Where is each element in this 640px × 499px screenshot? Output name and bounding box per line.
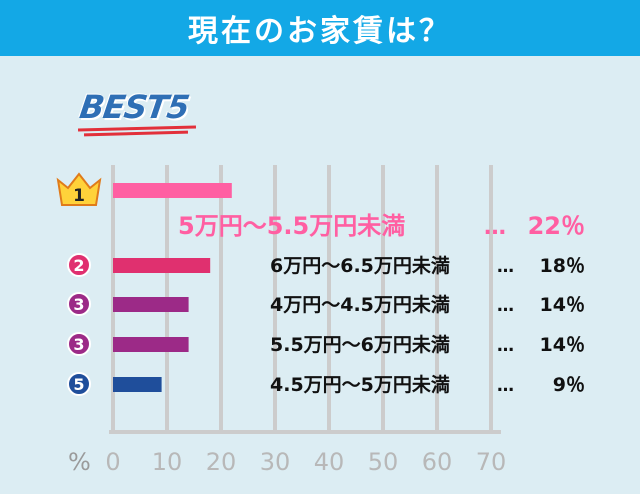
bar — [113, 377, 162, 392]
x-tick-label: 40 — [314, 448, 345, 476]
data-label-sep: … — [497, 257, 514, 277]
x-tick-label: 70 — [476, 448, 507, 476]
data-label-sep: … — [484, 215, 506, 240]
x-axis-unit: % — [68, 448, 91, 476]
rank-circle — [67, 253, 91, 277]
title-bar: 現在のお家賃は？ — [0, 0, 640, 56]
x-tick-label: 60 — [422, 448, 453, 476]
x-tick-label: 50 — [368, 448, 399, 476]
crown-shape — [56, 172, 102, 206]
page-title: 現在のお家賃は？ — [188, 14, 452, 49]
crown-icon: 1 — [56, 172, 102, 206]
data-label: 5万円～5.5万円未満 — [178, 212, 405, 240]
data-label-sep: … — [497, 296, 514, 316]
rank-number: 2 — [73, 256, 84, 275]
x-tick-label: 30 — [260, 448, 291, 476]
data-label-pct: 22％ — [528, 212, 585, 240]
bar — [113, 337, 189, 352]
data-label-pct: 14％ — [540, 334, 585, 356]
bar — [113, 297, 189, 312]
rank-number: 1 — [73, 186, 85, 206]
rank-circle — [67, 372, 91, 396]
data-label-pct: 14％ — [540, 294, 585, 316]
data-label-pct: 9％ — [553, 374, 585, 396]
rank-number: 3 — [73, 335, 84, 354]
rank-number: 5 — [73, 375, 84, 394]
x-tick-label: 10 — [152, 448, 183, 476]
rank-number: 3 — [73, 295, 84, 314]
data-label: 5.5万円～6万円未満 — [270, 333, 450, 356]
data-label: 4万円～4.5万円未満 — [270, 293, 450, 316]
data-label-sep: … — [497, 376, 514, 396]
rank-circle — [67, 292, 91, 316]
bar — [113, 258, 211, 273]
data-label-sep: … — [497, 336, 514, 356]
x-tick-label: 0 — [105, 448, 120, 476]
data-label: 6万円～6.5万円未満 — [270, 254, 450, 277]
bar — [113, 183, 232, 198]
rank-circle — [67, 332, 91, 356]
data-label-pct: 18％ — [540, 255, 585, 277]
data-label: 4.5万円～5万円未満 — [270, 373, 450, 396]
x-tick-label: 20 — [206, 448, 237, 476]
